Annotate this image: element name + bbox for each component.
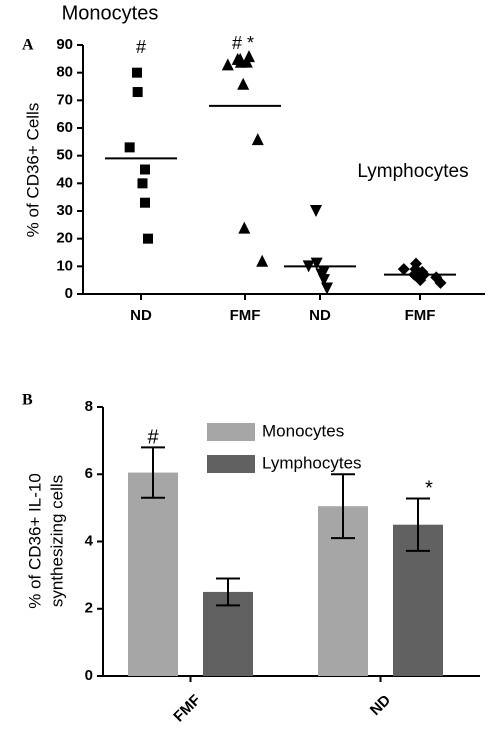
y-tick-label: 70 <box>56 91 73 108</box>
annotation: # <box>147 426 159 448</box>
data-point <box>132 67 142 78</box>
y-axis-label: % of CD36+ Cells <box>23 103 42 238</box>
y-axis-label: synthesizing cells <box>47 475 66 607</box>
y-tick-label: 10 <box>56 257 73 274</box>
data-point <box>321 282 333 295</box>
legend-swatch <box>207 455 255 473</box>
data-point <box>310 205 322 217</box>
data-point <box>397 263 410 276</box>
y-tick-label: 50 <box>56 147 73 164</box>
y-tick-label: 20 <box>56 230 73 247</box>
data-point <box>318 274 330 287</box>
data-point <box>137 178 148 189</box>
y-tick-label: 40 <box>56 174 73 191</box>
data-point <box>434 276 447 289</box>
x-tick-label: ND <box>309 307 331 324</box>
data-point <box>414 274 427 287</box>
annotation: Monocytes <box>62 2 159 24</box>
legend-label: Monocytes <box>262 421 344 440</box>
x-tick-label: FMF <box>170 692 204 726</box>
x-tick-label: FMF <box>405 307 436 324</box>
error-bar <box>406 497 430 552</box>
data-point <box>237 77 250 90</box>
y-tick-label: 0 <box>65 285 73 302</box>
data-point <box>238 221 251 234</box>
data-point <box>140 197 150 208</box>
legend-swatch <box>207 423 255 441</box>
bar <box>128 472 178 676</box>
y-tick-label: 6 <box>85 465 93 482</box>
error-bar <box>331 473 355 540</box>
data-point <box>140 164 150 175</box>
data-point <box>251 133 264 146</box>
data-point <box>143 233 153 244</box>
x-tick-label: ND <box>367 692 394 719</box>
y-tick-label: 60 <box>56 119 73 136</box>
annotation: # * <box>232 33 254 53</box>
data-point <box>124 142 135 153</box>
data-point <box>221 58 234 71</box>
x-tick-label: FMF <box>230 307 261 324</box>
y-tick-label: 80 <box>56 64 73 81</box>
y-tick-label: 30 <box>56 202 73 219</box>
annotation: # <box>136 37 146 57</box>
panel-label: B <box>22 392 33 409</box>
error-bar <box>141 446 165 499</box>
data-point <box>256 254 269 267</box>
y-tick-label: 8 <box>85 398 93 415</box>
annotation: Lymphocytes <box>357 161 468 182</box>
y-axis-label: % of CD36+ IL-10 <box>25 473 44 609</box>
data-point <box>235 55 247 68</box>
y-tick-label: 2 <box>85 600 93 617</box>
annotation: * <box>425 477 433 499</box>
data-point <box>132 87 143 98</box>
y-tick-label: 90 <box>56 36 73 53</box>
y-tick-label: 4 <box>85 532 94 549</box>
data-point <box>243 50 255 63</box>
error-bar <box>216 577 240 607</box>
y-tick-label: 0 <box>85 667 93 684</box>
legend-label: Lymphocytes <box>262 453 362 472</box>
panel-label: A <box>22 37 34 54</box>
x-tick-label: ND <box>130 307 152 324</box>
